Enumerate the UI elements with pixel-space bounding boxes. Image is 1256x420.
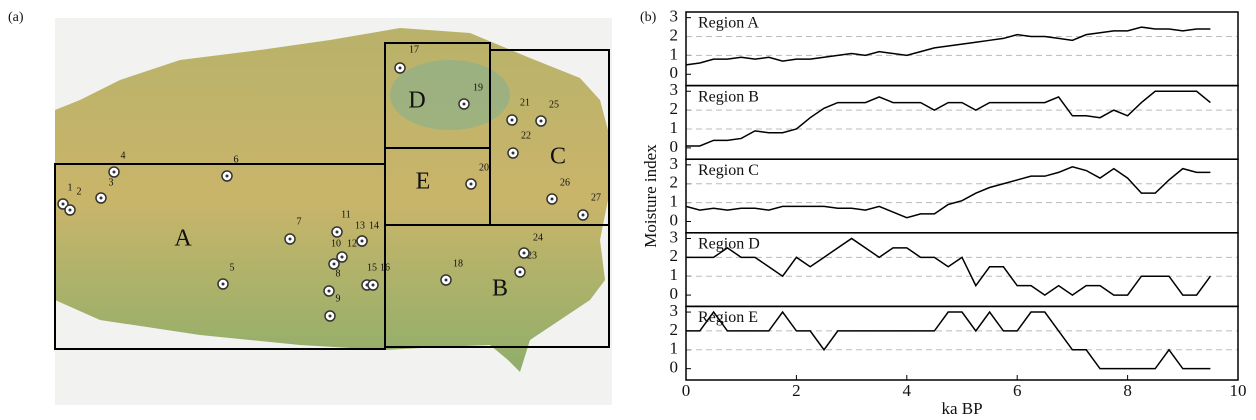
region-label: D bbox=[408, 88, 425, 114]
site-dot bbox=[62, 203, 65, 206]
y-tick-label: 2 bbox=[670, 25, 679, 44]
site-dot bbox=[519, 271, 522, 274]
site-dot bbox=[512, 152, 515, 155]
y-tick-label: 1 bbox=[670, 339, 679, 358]
site-label: 24 bbox=[533, 232, 543, 243]
y-tick-label: 2 bbox=[670, 246, 679, 265]
site-dot bbox=[445, 279, 448, 282]
site-label: 18 bbox=[453, 258, 463, 269]
site-label: 16 bbox=[380, 262, 390, 273]
y-tick-label: 3 bbox=[670, 80, 679, 99]
y-tick-label: 0 bbox=[670, 358, 679, 377]
site-dot bbox=[582, 214, 585, 217]
subplot-frame bbox=[686, 12, 1238, 86]
site-dot bbox=[329, 315, 332, 318]
site-label: 21 bbox=[520, 97, 530, 108]
y-tick-label: 1 bbox=[670, 192, 679, 211]
site-dot bbox=[511, 119, 514, 122]
figure: (a) (b) ABCDE123456789101112131415161718… bbox=[0, 0, 1256, 420]
series-name: Region B bbox=[698, 88, 759, 105]
site-dot bbox=[289, 238, 292, 241]
subplot-frame bbox=[686, 233, 1238, 307]
site-dot bbox=[470, 183, 473, 186]
site-label: 1 bbox=[68, 182, 73, 193]
x-tick-label: 0 bbox=[682, 381, 691, 400]
y-axis-label: Moisture index bbox=[641, 144, 660, 248]
x-tick-label: 10 bbox=[1230, 381, 1247, 400]
series-line bbox=[686, 167, 1210, 218]
site-label: 4 bbox=[121, 150, 126, 161]
site-dot bbox=[361, 240, 364, 243]
series-name: Region C bbox=[698, 162, 759, 179]
site-label: 2 bbox=[77, 186, 82, 197]
site-dot bbox=[113, 171, 116, 174]
site-dot bbox=[222, 283, 225, 286]
y-tick-label: 3 bbox=[670, 7, 679, 26]
site-label: 22 bbox=[521, 130, 531, 141]
y-tick-label: 1 bbox=[670, 44, 679, 63]
site-label: 8 bbox=[336, 268, 341, 279]
y-tick-label: 3 bbox=[670, 301, 679, 320]
x-tick-label: 8 bbox=[1123, 381, 1132, 400]
site-label: 6 bbox=[234, 154, 239, 165]
region-label: C bbox=[550, 144, 566, 170]
site-dot bbox=[463, 103, 466, 106]
y-tick-label: 2 bbox=[670, 173, 679, 192]
site-dot bbox=[328, 290, 331, 293]
site-label: 10 bbox=[331, 238, 341, 249]
series-line bbox=[686, 27, 1210, 65]
site-dot bbox=[372, 284, 375, 287]
map bbox=[55, 18, 612, 405]
site-label: 13 bbox=[355, 220, 365, 231]
x-tick-label: 2 bbox=[792, 381, 801, 400]
series-name: Region E bbox=[698, 309, 758, 326]
site-dot bbox=[333, 263, 336, 266]
site-label: 17 bbox=[409, 44, 419, 55]
site-label: 25 bbox=[549, 99, 559, 110]
region-label: A bbox=[174, 226, 192, 252]
site-label: 9 bbox=[336, 293, 341, 304]
site-dot bbox=[551, 198, 554, 201]
site-label: 27 bbox=[591, 192, 601, 203]
site-label: 26 bbox=[560, 177, 570, 188]
series-line bbox=[686, 91, 1210, 146]
site-label: 7 bbox=[297, 216, 302, 227]
series-line bbox=[686, 312, 1210, 369]
panel-label: (b) bbox=[640, 10, 657, 25]
site-label: 12 bbox=[347, 238, 357, 249]
region-label: B bbox=[492, 276, 508, 302]
site-label: 5 bbox=[230, 262, 235, 273]
subplot-frame bbox=[686, 86, 1238, 160]
site-label: 3 bbox=[109, 177, 114, 188]
y-tick-label: 2 bbox=[670, 320, 679, 339]
region-label: E bbox=[416, 169, 431, 195]
site-dot bbox=[523, 252, 526, 255]
x-tick-label: 6 bbox=[1013, 381, 1022, 400]
site-dot bbox=[226, 175, 229, 178]
site-label: 20 bbox=[479, 162, 489, 173]
y-tick-label: 1 bbox=[670, 118, 679, 137]
site-dot bbox=[341, 256, 344, 259]
site-label: 19 bbox=[473, 82, 483, 93]
x-axis-label: ka BP bbox=[941, 399, 982, 418]
series-name: Region A bbox=[698, 15, 759, 32]
site-label: 11 bbox=[341, 209, 351, 220]
site-dot bbox=[336, 231, 339, 234]
site-dot bbox=[540, 120, 543, 123]
series-name: Region D bbox=[698, 235, 760, 252]
y-tick-label: 2 bbox=[670, 99, 679, 118]
y-tick-label: 3 bbox=[670, 154, 679, 173]
subplot-frame bbox=[686, 159, 1238, 233]
y-tick-label: 3 bbox=[670, 227, 679, 246]
series-line bbox=[686, 238, 1210, 295]
y-tick-label: 1 bbox=[670, 265, 679, 284]
x-tick-label: 4 bbox=[903, 381, 912, 400]
site-dot bbox=[399, 67, 402, 70]
site-label: 14 bbox=[369, 220, 379, 231]
site-label: 15 bbox=[367, 262, 377, 273]
site-dot bbox=[100, 197, 103, 200]
panel-label: (a) bbox=[8, 10, 24, 25]
site-dot bbox=[69, 209, 72, 212]
